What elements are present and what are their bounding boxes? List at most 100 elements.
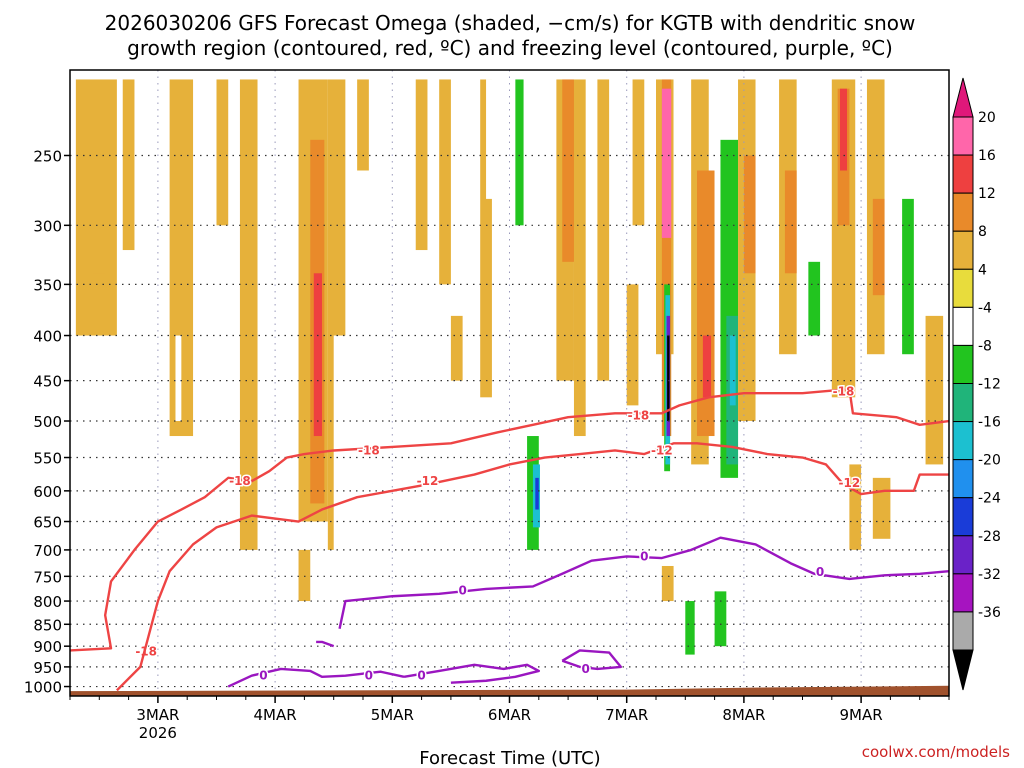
colorbar-bin bbox=[952, 535, 974, 575]
colorbar-bin bbox=[952, 306, 974, 346]
x-tick-label: 7MAR bbox=[605, 706, 648, 724]
dgz-contour-label: -18 bbox=[628, 409, 650, 423]
omega-cell bbox=[849, 549, 862, 611]
omega-cell bbox=[614, 79, 627, 355]
freezing-level-contour-label: 0 bbox=[816, 565, 824, 579]
colorbar-label: 20 bbox=[978, 110, 996, 126]
y-tick-label: 500 bbox=[33, 413, 62, 431]
y-tick-label: 650 bbox=[33, 514, 62, 532]
omega-cell bbox=[661, 565, 674, 602]
x-tick-label: 9MAR bbox=[840, 706, 883, 724]
omega-cell bbox=[902, 198, 914, 355]
freezing-level-contour-label: 0 bbox=[458, 583, 466, 597]
y-tick-label: 1000 bbox=[24, 679, 62, 697]
omega-cell bbox=[450, 315, 463, 381]
colorbar-bin bbox=[952, 344, 974, 384]
y-tick-label: 850 bbox=[33, 616, 62, 634]
omega-cell bbox=[439, 79, 451, 285]
omega-shading bbox=[75, 79, 944, 679]
omega-cell bbox=[515, 79, 524, 226]
omega-cell bbox=[357, 79, 369, 171]
x-tick-sublabel: 2026 bbox=[139, 724, 177, 742]
omega-cell bbox=[872, 477, 891, 539]
x-tick-label: 4MAR bbox=[254, 706, 297, 724]
omega-cell bbox=[779, 521, 797, 671]
omega-cell bbox=[234, 646, 258, 671]
freezing-level-contour bbox=[316, 640, 335, 648]
omega-cell bbox=[313, 273, 322, 437]
y-tick-label: 250 bbox=[33, 147, 62, 165]
x-tick-label: 3MAR bbox=[136, 706, 179, 724]
omega-cell bbox=[175, 335, 182, 422]
omega-cell bbox=[714, 591, 727, 647]
y-tick-label: 800 bbox=[33, 593, 62, 611]
colorbar-bin bbox=[952, 573, 974, 613]
omega-cell bbox=[667, 335, 670, 422]
omega-cell bbox=[913, 490, 926, 539]
omega-cell bbox=[702, 335, 712, 398]
omega-cell bbox=[729, 335, 736, 406]
dgz-contour-label: -18 bbox=[358, 443, 380, 457]
omega-cell bbox=[280, 490, 293, 582]
x-tick-label: 5MAR bbox=[371, 706, 414, 724]
colorbar-bin bbox=[952, 383, 974, 423]
freezing-level-contour-label: 0 bbox=[259, 669, 267, 683]
omega-cell bbox=[884, 549, 897, 625]
omega-cell bbox=[556, 601, 580, 679]
colorbar-label: 12 bbox=[978, 186, 996, 202]
colorbar: 20 16 12 8 4 -4 -8 -12 -16 -20 -24 -28 -32 -36 bbox=[952, 77, 1001, 691]
colorbar-label: -20 bbox=[978, 453, 1001, 469]
colorbar-bin bbox=[952, 116, 974, 156]
omega-cell bbox=[673, 79, 692, 406]
dgz-contour-label: -18 bbox=[833, 385, 855, 399]
dgz-contour-label: -12 bbox=[417, 474, 439, 488]
colorbar-top-cap bbox=[952, 77, 974, 118]
colorbar-label: -32 bbox=[978, 567, 1001, 583]
omega-cell bbox=[257, 170, 270, 285]
colorbar-label: -16 bbox=[978, 415, 1001, 431]
omega-cell bbox=[550, 464, 563, 561]
colorbar-bin bbox=[952, 230, 974, 270]
omega-cell bbox=[562, 79, 574, 262]
freezing-level-contour bbox=[338, 536, 949, 630]
freezing-level-contour bbox=[403, 663, 540, 684]
omega-cell bbox=[632, 79, 645, 226]
dgz-contour-label: -12 bbox=[839, 476, 861, 490]
omega-cell bbox=[239, 79, 258, 550]
omega-cell bbox=[480, 79, 492, 398]
omega-cell bbox=[661, 79, 672, 437]
omega-cell bbox=[872, 198, 885, 296]
omega-cell bbox=[849, 464, 862, 550]
omega-cell bbox=[755, 79, 780, 422]
omega-cell bbox=[415, 79, 428, 251]
colorbar-label: 16 bbox=[978, 148, 996, 164]
colorbar-label: -4 bbox=[978, 300, 992, 316]
contours: -18 -18 -18 -18 -18 -12 -12 -12 0 0 0 0 0 0 0 bbox=[70, 383, 949, 692]
colorbar-label: -12 bbox=[978, 377, 1001, 393]
omega-cell bbox=[685, 601, 695, 655]
freezing-level-contour bbox=[227, 667, 405, 688]
omega-cell bbox=[925, 315, 944, 465]
y-tick-label: 950 bbox=[33, 659, 62, 677]
omega-cell bbox=[808, 503, 826, 671]
omega-cell bbox=[298, 549, 311, 602]
colorbar-bin bbox=[952, 268, 974, 308]
colorbar-label: 4 bbox=[978, 262, 987, 278]
y-tick-label: 350 bbox=[33, 276, 62, 294]
colorbar-label: -28 bbox=[978, 529, 1001, 545]
omega-cell bbox=[345, 79, 358, 355]
colorbar-bin bbox=[952, 459, 974, 499]
omega-cell bbox=[840, 88, 848, 171]
colorbar-bin bbox=[952, 192, 974, 232]
colorbar-bin bbox=[952, 154, 974, 194]
colorbar-label: -8 bbox=[978, 338, 992, 354]
omega-cell bbox=[579, 457, 598, 647]
omega-cell bbox=[802, 79, 821, 390]
chart-title-line-2: growth region (contoured, red, ºC) and f… bbox=[127, 36, 893, 60]
omega-cell bbox=[919, 79, 944, 390]
omega-cell bbox=[573, 79, 586, 437]
y-tick-label: 300 bbox=[33, 217, 62, 235]
omega-cell bbox=[535, 477, 539, 510]
